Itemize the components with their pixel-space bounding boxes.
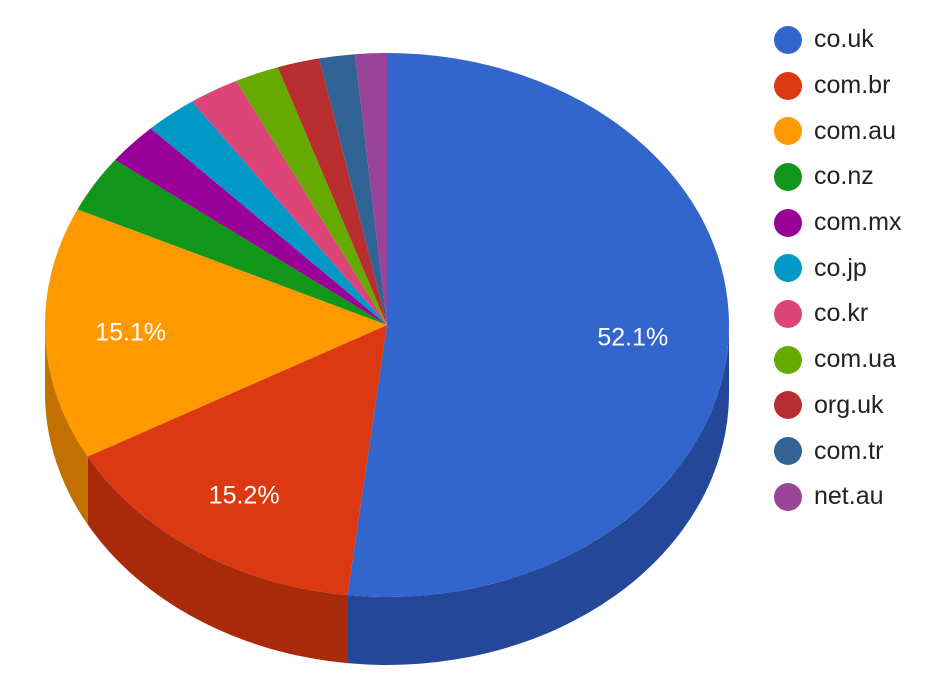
legend-item-org-uk[interactable]: org.uk — [770, 383, 940, 429]
pie-slice-com-au[interactable] — [44, 209, 388, 457]
legend-swatch — [774, 254, 802, 283]
legend-item-com-au[interactable]: com.au — [770, 108, 940, 154]
legend-swatch — [774, 162, 802, 191]
legend-swatch — [774, 482, 802, 511]
pie-side-co-uk — [347, 325, 729, 665]
pie-slice-labels: 52.1% 15.2% 15.1% — [95, 319, 668, 510]
legend-label: co.nz — [814, 162, 874, 191]
legend-item-com-br[interactable]: com.br — [770, 63, 940, 109]
legend-swatch — [774, 391, 802, 420]
legend-label: co.uk — [814, 25, 874, 54]
slice-value-label-com-br: 15.2% — [209, 481, 280, 509]
pie-slice-co-uk[interactable] — [347, 53, 730, 597]
pie-slice-co-nz[interactable] — [77, 160, 388, 325]
pie-slice-com-tr[interactable] — [319, 54, 387, 326]
legend-swatch — [774, 345, 802, 374]
legend-item-co-jp[interactable]: co.jp — [770, 245, 940, 291]
legend-swatch — [774, 208, 802, 237]
pie-chart-plot: 52.1% 15.2% 15.1% — [44, 53, 730, 665]
legend-item-com-ua[interactable]: com.ua — [770, 337, 940, 383]
pie-side-walls — [45, 325, 729, 665]
legend-item-net-au[interactable]: net.au — [770, 474, 940, 520]
pie-slice-org-uk[interactable] — [277, 58, 387, 325]
legend-swatch — [774, 437, 802, 466]
pie-side-com-br — [87, 456, 348, 664]
legend-item-co-uk[interactable]: co.uk — [770, 17, 940, 63]
legend-label: co.kr — [814, 299, 869, 328]
legend-label: org.uk — [814, 390, 884, 419]
legend-swatch — [774, 299, 802, 328]
pie-slice-co-jp[interactable] — [150, 101, 387, 325]
slice-value-label-com-au: 15.1% — [95, 319, 166, 347]
legend-label: com.mx — [814, 208, 902, 237]
pie-slice-com-br[interactable] — [87, 325, 387, 596]
pie-slice-com-mx[interactable] — [115, 128, 388, 325]
legend-label: com.au — [814, 116, 896, 145]
legend-label: com.tr — [814, 436, 884, 465]
pie-slice-co-kr[interactable] — [192, 80, 387, 326]
legend-label: co.jp — [814, 253, 867, 282]
legend-swatch — [774, 25, 802, 54]
pie-slice-com-ua[interactable] — [236, 67, 387, 325]
legend-swatch — [774, 71, 802, 100]
legend-item-co-nz[interactable]: co.nz — [770, 154, 940, 200]
pie-side-com-au — [45, 325, 88, 525]
chart-legend: co.uk com.br com.au co.nz com.mx co.jp co.kr co… — [770, 17, 940, 520]
legend-label: com.ua — [814, 345, 896, 374]
pie-slice-net-au[interactable] — [354, 53, 387, 325]
legend-label: net.au — [814, 482, 884, 511]
legend-item-com-tr[interactable]: com.tr — [770, 428, 940, 474]
legend-item-com-mx[interactable]: com.mx — [770, 200, 940, 246]
slice-value-label-co-uk: 52.1% — [597, 323, 668, 351]
legend-item-co-kr[interactable]: co.kr — [770, 291, 940, 337]
legend-label: com.br — [814, 71, 891, 100]
legend-swatch — [774, 117, 802, 146]
pie-top-slices — [44, 53, 730, 597]
